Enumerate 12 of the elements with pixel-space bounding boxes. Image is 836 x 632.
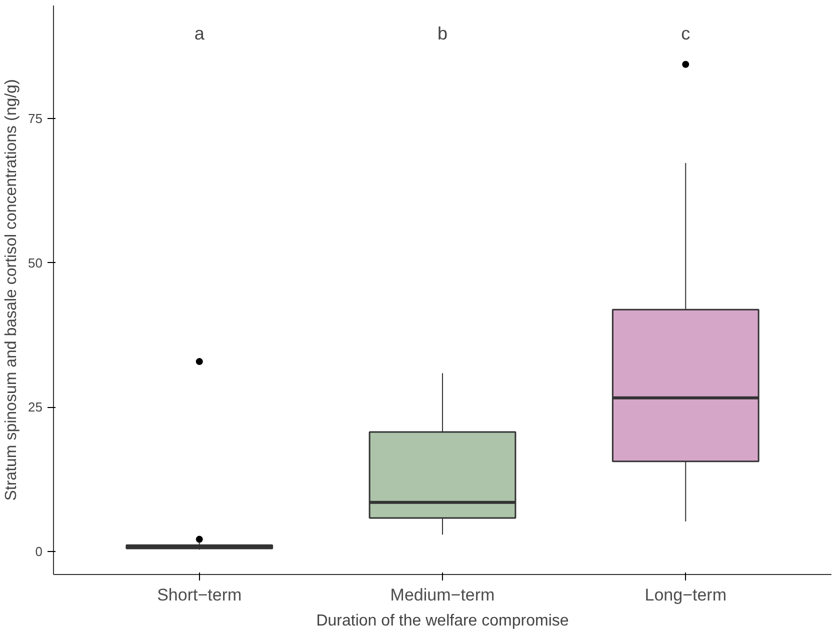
annotation: c <box>681 24 690 44</box>
y-tick-label: 75 <box>28 111 43 126</box>
x-tick-label: Short−term <box>157 586 242 604</box>
y-tick-label: 50 <box>28 255 43 270</box>
annotation: b <box>437 24 448 44</box>
annotation: a <box>194 24 206 44</box>
y-tick-label: 25 <box>28 400 43 415</box>
x-tick-label: Medium−term <box>390 586 495 604</box>
y-axis-title: Stratum spinosum and basale cortisol concentrations (ng/g) <box>3 79 20 501</box>
y-tick-label: 0 <box>35 544 43 559</box>
x-axis-title: Duration of the welfare compromise <box>316 612 569 630</box>
x-tick-label: Long−term <box>644 586 726 604</box>
